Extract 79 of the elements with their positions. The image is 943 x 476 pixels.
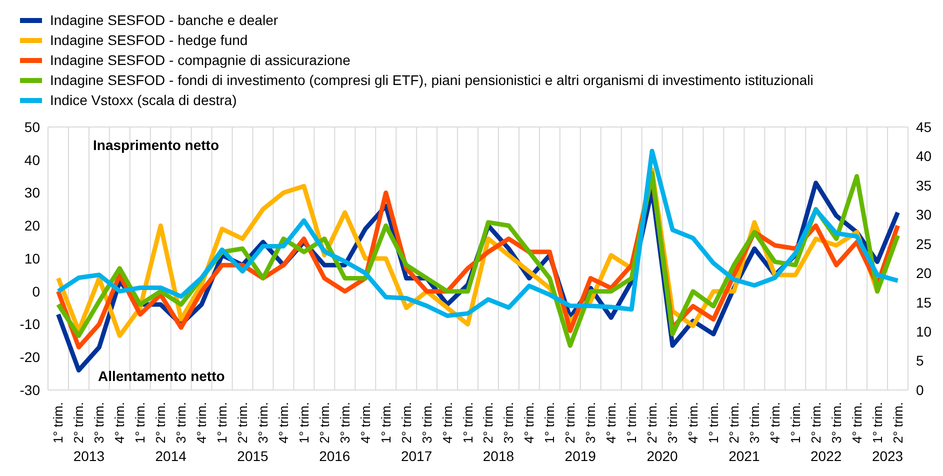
x-tick-label: 2° trim. (316, 402, 332, 444)
x-tick-label: 1° trim. (50, 402, 66, 444)
x-tick-label: 4° trim. (686, 402, 700, 444)
x-tick-label: 1° trim. (460, 402, 476, 444)
x-tick-label: 3° trim. (92, 402, 107, 444)
y2-tick-label: 0 (916, 382, 924, 398)
y2-tick-label: 35 (916, 177, 932, 194)
y2-tick-label: 15 (916, 294, 932, 310)
x-tick-label: 4° trim. (767, 402, 782, 444)
text: 2023 (870, 448, 904, 464)
x-tick-label: 4° trim. (112, 402, 128, 444)
x-tick-label: 1° trim. (378, 402, 394, 444)
annotation: Allentamento netto (98, 368, 225, 384)
x-tick-label: 4° trim. (522, 402, 537, 444)
y2-tick-label: 45 (916, 118, 932, 135)
y-tick-label: -30 (20, 382, 40, 398)
x-tick-label: 2° trim. (644, 402, 660, 444)
x-tick-label: 1° trim. (870, 402, 885, 444)
y2-tick-label: 25 (916, 236, 932, 252)
x-tick-label: 2° trim. (480, 402, 496, 444)
x-tick-label: 3° trim. (746, 402, 762, 444)
x-tick-label: 1° trim. (542, 402, 558, 444)
text: 2017 (400, 448, 434, 464)
x-tick-label: 3° trim. (256, 402, 270, 444)
x-tick-label: 3° trim. (501, 402, 516, 444)
x-tick-label: 2° trim. (890, 402, 906, 444)
y-tick-label: 30 (24, 184, 40, 201)
y-tick-label: 40 (24, 152, 40, 168)
x-tick-label: 2° trim. (726, 402, 742, 444)
x-tick-label: 1° trim. (788, 402, 803, 444)
x-tick-label: 1° trim. (214, 402, 230, 444)
x-tick-label: 2° trim. (562, 402, 578, 444)
y2-tick-label: 10 (916, 324, 932, 340)
y-tick-label: 50 (24, 118, 40, 135)
x-tick-label: 2° trim. (71, 402, 86, 444)
text: 2020 (646, 448, 679, 464)
x-tick-label: 1° trim. (132, 402, 148, 444)
text: 2013 (72, 448, 106, 464)
y2-tick-label: 20 (916, 265, 932, 282)
text: 2014 (154, 448, 188, 464)
y2-tick-label: 40 (916, 148, 932, 164)
x-tick-label: 4° trim. (604, 402, 619, 444)
y2-tick-label: 30 (916, 206, 932, 223)
y-tick-label: -20 (20, 349, 40, 366)
x-tick-label: 4° trim. (440, 402, 455, 444)
text: 2022 (810, 448, 843, 464)
x-tick-label: 2° trim. (153, 402, 168, 444)
y-tick-label: -10 (20, 316, 40, 332)
x-tick-label: 4° trim. (358, 402, 373, 444)
x-tick-label: 3° trim. (665, 402, 680, 444)
y-tick-label: 0 (32, 283, 40, 300)
x-tick-label: 2° trim. (808, 402, 824, 444)
text: 2016 (318, 448, 352, 464)
x-tick-label: 2° trim. (398, 402, 414, 444)
text: 2015 (236, 448, 270, 464)
legend-label: Indagine SESFOD - hedge fund (50, 32, 248, 48)
x-tick-label: 4° trim. (849, 402, 864, 444)
legend-label: Indice Vstoxx (scala di destra) (50, 92, 237, 108)
text: 2018 (482, 448, 516, 464)
x-tick-label: 3° trim. (419, 402, 434, 444)
x-tick-label: 3° trim. (828, 402, 844, 444)
legend-label: Indagine SESFOD - banche e dealer (50, 12, 278, 28)
x-tick-label: 4° trim. (276, 402, 291, 444)
legend-label: Indagine SESFOD - fondi di investimento (compresi gli ETF), piani pensionistici e altri organismi di investimento istituzionali (50, 72, 814, 88)
y-tick-label: 20 (24, 218, 40, 234)
x-tick-label: 3° trim. (583, 402, 598, 444)
x-tick-label: 3° trim. (174, 402, 189, 444)
x-tick-label: 4° trim. (194, 402, 210, 444)
annotation: Inasprimento netto (93, 137, 220, 153)
x-tick-label: 3° trim. (337, 402, 352, 444)
legend-label: Indagine SESFOD - compagnie di assicurazione (50, 52, 350, 68)
text: 2019 (564, 448, 597, 464)
x-tick-label: 1° trim. (296, 402, 312, 444)
y2-tick-label: 5 (916, 352, 924, 369)
x-tick-label: 1° trim. (706, 402, 721, 444)
y-tick-label: 10 (24, 250, 40, 266)
text: 2021 (728, 448, 761, 464)
x-tick-label: 1° trim. (624, 402, 640, 444)
x-tick-label: 2° trim. (235, 402, 250, 444)
